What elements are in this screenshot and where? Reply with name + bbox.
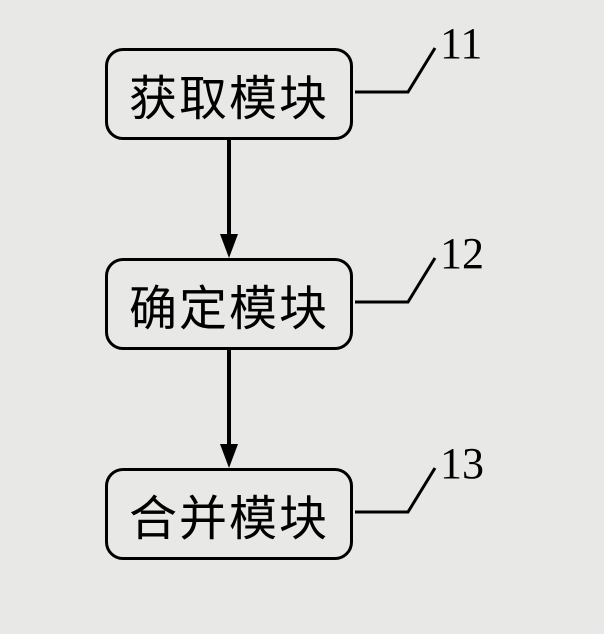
leader-line-2 (353, 250, 453, 310)
node-2-label: 确定模块 (129, 269, 329, 339)
node-1-label: 获取模块 (129, 59, 329, 129)
arrow-2-3 (215, 350, 243, 468)
node-3-annotation: 13 (440, 438, 484, 489)
node-1-annotation: 11 (440, 18, 482, 69)
leader-line-3 (353, 460, 453, 520)
node-2-annotation: 12 (440, 228, 484, 279)
flowchart-node-3: 合并模块 (105, 468, 353, 560)
leader-line-1 (353, 40, 453, 100)
arrow-1-2 (215, 140, 243, 258)
node-3-label: 合并模块 (129, 479, 329, 549)
flowchart-node-2: 确定模块 (105, 258, 353, 350)
flowchart-node-1: 获取模块 (105, 48, 353, 140)
